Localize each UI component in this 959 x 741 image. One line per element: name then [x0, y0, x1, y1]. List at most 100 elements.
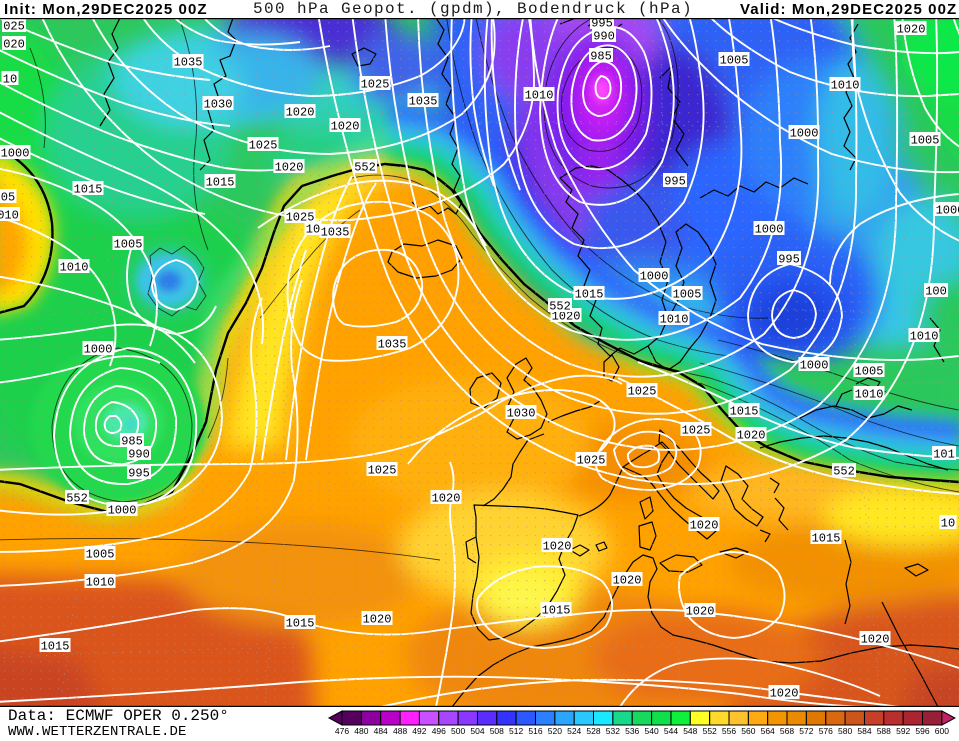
svg-text:1010: 1010: [525, 89, 554, 103]
svg-text:1015: 1015: [206, 176, 235, 190]
svg-text:010: 010: [0, 209, 19, 223]
svg-text:564: 564: [761, 726, 775, 736]
svg-text:1035: 1035: [174, 56, 203, 70]
svg-text:1015: 1015: [575, 288, 604, 302]
svg-text:1010: 1010: [660, 313, 689, 327]
svg-text:1025: 1025: [249, 139, 278, 153]
svg-text:1000: 1000: [108, 504, 137, 518]
svg-text:584: 584: [857, 726, 871, 736]
svg-text:1000: 1000: [1, 147, 30, 161]
svg-text:1010: 1010: [831, 79, 860, 93]
svg-text:580: 580: [838, 726, 852, 736]
svg-text:1015: 1015: [74, 183, 103, 197]
svg-text:1005: 1005: [114, 238, 143, 252]
svg-text:020: 020: [3, 38, 25, 52]
svg-text:1035: 1035: [409, 95, 438, 109]
svg-text:1020: 1020: [275, 161, 304, 175]
svg-text:572: 572: [799, 726, 813, 736]
svg-text:552: 552: [66, 492, 88, 506]
svg-text:05: 05: [1, 191, 15, 205]
svg-text:100: 100: [925, 285, 947, 299]
svg-text:484: 484: [374, 726, 388, 736]
svg-text:552: 552: [549, 300, 571, 314]
svg-text:1015: 1015: [286, 617, 315, 631]
svg-text:1000: 1000: [755, 223, 784, 237]
svg-text:476: 476: [335, 726, 349, 736]
svg-text:480: 480: [354, 726, 368, 736]
svg-text:10: 10: [941, 517, 955, 531]
svg-text:544: 544: [664, 726, 678, 736]
svg-text:101: 101: [933, 448, 955, 462]
svg-text:552: 552: [703, 726, 717, 736]
svg-text:600: 600: [935, 726, 949, 736]
svg-text:1005: 1005: [673, 288, 702, 302]
svg-text:1035: 1035: [378, 338, 407, 352]
svg-text:1020: 1020: [690, 519, 719, 533]
svg-text:1020: 1020: [613, 574, 642, 588]
svg-text:1010: 1010: [855, 388, 884, 402]
svg-text:995: 995: [664, 175, 686, 189]
svg-text:516: 516: [528, 726, 542, 736]
svg-text:508: 508: [490, 726, 504, 736]
svg-text:10: 10: [306, 223, 320, 237]
svg-text:1000: 1000: [936, 204, 959, 218]
svg-text:1000: 1000: [640, 270, 669, 284]
svg-text:1020: 1020: [363, 613, 392, 627]
svg-text:995: 995: [128, 467, 150, 481]
svg-text:025: 025: [3, 20, 25, 34]
svg-text:1020: 1020: [686, 605, 715, 619]
svg-text:1000: 1000: [84, 343, 113, 357]
svg-text:1035: 1035: [321, 226, 350, 240]
svg-text:592: 592: [896, 726, 910, 736]
svg-text:1020: 1020: [331, 120, 360, 134]
svg-text:1025: 1025: [361, 78, 390, 92]
svg-text:1020: 1020: [770, 687, 799, 701]
svg-text:1025: 1025: [577, 454, 606, 468]
svg-text:1000: 1000: [800, 359, 829, 373]
svg-text:10: 10: [3, 73, 17, 87]
svg-text:504: 504: [470, 726, 484, 736]
svg-text:576: 576: [819, 726, 833, 736]
svg-text:1005: 1005: [855, 365, 884, 379]
svg-text:990: 990: [128, 448, 150, 462]
svg-text:524: 524: [567, 726, 581, 736]
svg-text:1030: 1030: [507, 407, 536, 421]
svg-text:1020: 1020: [432, 492, 461, 506]
svg-text:1020: 1020: [543, 540, 572, 554]
svg-text:520: 520: [548, 726, 562, 736]
svg-text:995: 995: [778, 253, 800, 267]
svg-text:1020: 1020: [552, 310, 581, 324]
svg-text:488: 488: [393, 726, 407, 736]
svg-text:1020: 1020: [737, 429, 766, 443]
svg-text:588: 588: [877, 726, 891, 736]
svg-text:1030: 1030: [204, 98, 233, 112]
svg-text:1020: 1020: [897, 23, 926, 37]
svg-text:552: 552: [833, 465, 855, 479]
svg-text:540: 540: [645, 726, 659, 736]
svg-text:985: 985: [590, 50, 612, 64]
svg-text:500: 500: [451, 726, 465, 736]
svg-text:512: 512: [509, 726, 523, 736]
svg-text:1000: 1000: [790, 127, 819, 141]
svg-text:990: 990: [593, 30, 615, 44]
svg-text:1020: 1020: [286, 106, 315, 120]
svg-text:995: 995: [591, 18, 613, 31]
svg-text:492: 492: [412, 726, 426, 736]
svg-text:568: 568: [780, 726, 794, 736]
svg-text:596: 596: [915, 726, 929, 736]
svg-text:532: 532: [606, 726, 620, 736]
svg-text:1005: 1005: [86, 548, 115, 562]
svg-text:556: 556: [722, 726, 736, 736]
svg-text:1015: 1015: [41, 640, 70, 654]
svg-text:1005: 1005: [720, 54, 749, 68]
svg-text:1015: 1015: [542, 604, 571, 618]
svg-text:1025: 1025: [628, 385, 657, 399]
svg-text:528: 528: [586, 726, 600, 736]
svg-text:536: 536: [625, 726, 639, 736]
svg-text:496: 496: [432, 726, 446, 736]
svg-text:985: 985: [121, 435, 143, 449]
svg-text:1025: 1025: [368, 464, 397, 478]
svg-text:1010: 1010: [60, 261, 89, 275]
svg-text:1025: 1025: [682, 424, 711, 438]
svg-text:552: 552: [354, 161, 376, 175]
